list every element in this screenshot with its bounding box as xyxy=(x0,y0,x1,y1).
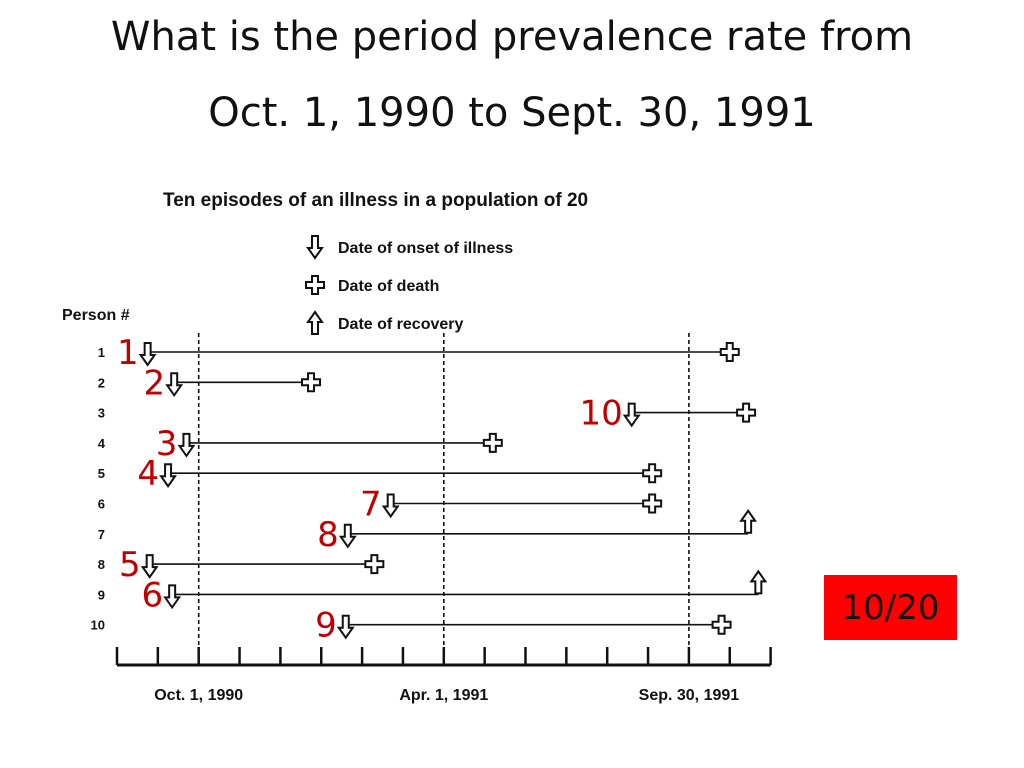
legend-label: Date of death xyxy=(338,278,439,295)
episode-number-label: 7 xyxy=(360,485,382,525)
person-number: 3 xyxy=(98,406,105,421)
episode-number-label: 10 xyxy=(579,394,622,434)
figure-heading: Ten episodes of an illness in a populati… xyxy=(163,190,588,211)
episode-number-label: 3 xyxy=(156,424,178,464)
title-line-1: What is the period prevalence rate from xyxy=(110,14,914,60)
answer-box: 10/20 xyxy=(824,575,957,640)
onset-arrow-icon xyxy=(306,235,324,260)
death-cross-icon xyxy=(736,402,757,423)
episode: 9 xyxy=(315,606,732,646)
onset-arrow-icon xyxy=(159,463,177,488)
person-number: 6 xyxy=(98,497,105,512)
period-boundary-lines xyxy=(197,333,690,665)
timeline-date-label: Oct. 1, 1990 xyxy=(154,687,243,704)
legend-label: Date of onset of illness xyxy=(338,240,513,257)
episode: 6 xyxy=(142,569,768,615)
episode: 5 xyxy=(119,545,385,585)
onset-arrow-icon xyxy=(622,402,641,428)
episode-number-label: 8 xyxy=(317,515,339,555)
death-cross-icon xyxy=(642,463,663,484)
episode-number-label: 1 xyxy=(117,333,139,373)
onset-arrow-icon xyxy=(165,372,184,398)
timeline-date-label: Apr. 1, 1991 xyxy=(399,687,488,704)
timeline-date-label: Sep. 30, 1991 xyxy=(639,687,740,704)
death-cross-icon xyxy=(364,554,385,575)
person-number: 1 xyxy=(98,345,105,360)
person-number-labels: 1 2 3 4 5 6 7 8 9 10 xyxy=(91,345,106,633)
death-cross-icon xyxy=(305,275,325,295)
episode: 3 xyxy=(156,424,503,464)
episode-number-label: 5 xyxy=(119,545,141,585)
death-cross-icon xyxy=(301,372,322,393)
person-number: 4 xyxy=(98,436,106,451)
legend: Date of onset of illness Date of death Dat… xyxy=(305,235,513,335)
recovery-arrow-icon xyxy=(739,509,758,534)
onset-arrow-icon xyxy=(140,554,159,579)
onset-arrow-icon xyxy=(138,342,157,367)
death-cross-icon xyxy=(482,432,503,453)
recovery-arrow-icon xyxy=(306,310,324,335)
person-number: 10 xyxy=(91,618,105,633)
person-number: 2 xyxy=(98,375,105,390)
timeline-axis: Oct. 1, 1990 Apr. 1, 1991 Sep. 30, 1991 xyxy=(115,647,772,704)
recovery-arrow-icon xyxy=(749,569,768,595)
episode: 7 xyxy=(360,485,663,525)
episode-number-label: 4 xyxy=(137,454,159,494)
legend-label: Date of recovery xyxy=(338,316,463,333)
episode: 1 xyxy=(117,333,740,373)
episode-number-label: 6 xyxy=(142,575,164,615)
onset-arrow-icon xyxy=(163,584,182,610)
death-cross-icon xyxy=(711,614,732,635)
onset-arrow-icon xyxy=(381,493,400,519)
episode-lines: 12 10 34 78 56 9 xyxy=(117,333,768,646)
onset-arrow-icon xyxy=(338,523,357,549)
person-number: 8 xyxy=(98,557,105,572)
person-number: 9 xyxy=(98,587,105,602)
episode: 8 xyxy=(317,509,758,555)
title-line-2: Oct. 1, 1990 to Sept. 30, 1991 xyxy=(208,90,816,136)
death-cross-icon xyxy=(719,342,740,362)
person-number: 5 xyxy=(98,466,105,481)
episode-number-label: 9 xyxy=(315,606,337,646)
person-number: 7 xyxy=(98,527,105,542)
episode: 2 xyxy=(144,363,322,403)
death-cross-icon xyxy=(642,493,663,514)
onset-arrow-icon xyxy=(336,614,355,640)
episode: 10 xyxy=(579,394,757,434)
onset-arrow-icon xyxy=(177,432,196,458)
episode-number-label: 2 xyxy=(144,363,166,403)
episode: 4 xyxy=(137,454,663,494)
person-axis-label: Person # xyxy=(62,307,130,324)
